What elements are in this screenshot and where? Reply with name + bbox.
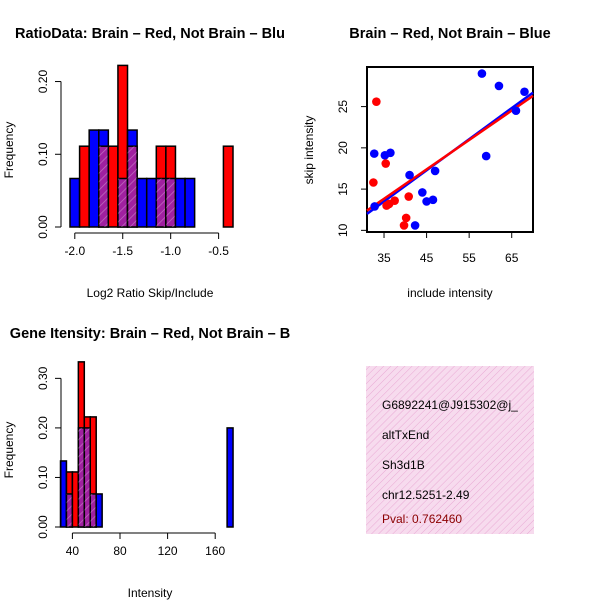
scatter-chart-title: Brain – Red, Not Brain – Blue <box>349 26 550 42</box>
ratio-bar-overlap-hatch-6 <box>127 146 138 227</box>
info-panel: G6892241@J915302@j_ altTxEnd Sh3d1B chr1… <box>366 366 534 534</box>
ratio-y-tick-label-1: 0.10 <box>36 142 50 166</box>
scatter-point-blue-0 <box>369 149 379 158</box>
intensity-y-tick-label-0: 0.00 <box>36 515 50 539</box>
intensity-x-axis-label: Intensity <box>128 586 173 600</box>
ratio-bars <box>69 64 234 228</box>
scatter-point-red-7 <box>399 221 409 230</box>
intensity-x-tick-label-2: 120 <box>158 544 178 558</box>
ratio-y-axis-label: Frequency <box>2 122 16 179</box>
ratio-x-axis-label: Log2 Ratio Skip/Include <box>87 286 214 300</box>
scatter-x-tick-label-3: 65 <box>505 251 519 265</box>
scatter-x-tick-label-2: 55 <box>462 251 476 265</box>
info-location: chr12.5251-2.49 <box>382 488 470 502</box>
ratio-bar-overlap-hatch-9 <box>156 178 166 227</box>
ratio-bar-red-4 <box>107 145 119 228</box>
scatter-plot-box <box>366 66 534 233</box>
ratio-x-tick-label-1: -1.5 <box>112 244 133 258</box>
intensity-x-tick-label-1: 80 <box>113 544 127 558</box>
intensity-bars <box>59 361 234 528</box>
intensity-y-tick-label-3: 0.30 <box>36 366 50 390</box>
ratio-histogram-panel: RatioData: Brain – Red, Not Brain – Blu … <box>2 26 285 300</box>
scatter-point-blue-13 <box>511 106 521 116</box>
scatter-point-blue-10 <box>477 69 487 78</box>
info-pval: Pval: 0.762460 <box>382 512 462 526</box>
info-box-hatch <box>366 366 534 534</box>
scatter-points <box>366 69 534 230</box>
intensity-bar-overlap-hatch-5 <box>90 493 97 527</box>
ratio-axes: -2.0 -1.5 -1.0 -0.5 0.00 0.10 0.20 <box>36 70 229 258</box>
intensity-bar-overlap-hatch-3 <box>78 427 85 527</box>
intensity-bar-blue-28 <box>226 427 234 528</box>
scatter-point-red-2 <box>381 159 391 168</box>
scatter-point-blue-2 <box>386 148 395 158</box>
scatter-y-tick-label-1: 15 <box>336 182 350 196</box>
scatter-x-tick-label-1: 45 <box>420 251 434 265</box>
scatter-y-tick-label-2: 20 <box>336 141 350 155</box>
scatter-y-axis-label: skip intensity <box>302 116 316 185</box>
scatter-point-red-6 <box>401 213 411 223</box>
intensity-x-tick-label-0: 40 <box>66 544 80 558</box>
scatter-x-axis-label: include intensity <box>407 286 492 300</box>
scatter-point-blue-8 <box>428 195 438 205</box>
scatter-point-blue-4 <box>405 170 414 180</box>
ratio-bar-blue-12 <box>184 177 196 228</box>
ratio-x-tick-label-3: -0.5 <box>208 244 229 258</box>
intensity-histogram-panel: Gene Itensity: Brain – Red, Not Brain – … <box>2 326 290 600</box>
ratio-chart-title: RatioData: Brain – Red, Not Brain – Blu <box>15 26 285 42</box>
scatter-y-tick-label-0: 10 <box>336 223 350 237</box>
ratio-bar-red-16 <box>222 145 234 228</box>
ratio-y-tick-label-0: 0.00 <box>36 215 50 239</box>
ratio-bar-blue-8 <box>145 177 158 228</box>
scatter-point-blue-14 <box>520 87 529 97</box>
info-event-id: G6892241@J915302@j_ <box>382 398 518 412</box>
scatter-point-blue-11 <box>481 151 491 161</box>
info-event-type: altTxEnd <box>382 428 429 442</box>
scatter-y-tick-label-3: 25 <box>336 100 350 114</box>
intensity-bar-overlap-hatch-4 <box>84 427 91 527</box>
scatter-point-blue-6 <box>418 188 427 197</box>
scatter-x-tick-label-0: 35 <box>377 251 391 265</box>
ratio-bar-red-1 <box>78 145 90 228</box>
scatter-point-red-8 <box>404 192 414 201</box>
intensity-chart-title: Gene Itensity: Brain – Red, Not Brain – … <box>10 326 290 342</box>
ratio-bar-overlap-hatch-3 <box>98 146 109 227</box>
ratio-x-tick-label-2: -1.0 <box>160 244 181 258</box>
scatter-point-red-1 <box>369 178 378 187</box>
ratio-bar-blue-11 <box>174 177 186 228</box>
scatter-panel: Brain – Red, Not Brain – Blue 35 45 55 65 10… <box>302 26 551 300</box>
ratio-bar-blue-0 <box>69 177 81 228</box>
scatter-point-red-0 <box>372 97 381 106</box>
ratio-bar-blue-7 <box>136 177 148 228</box>
scatter-point-blue-3 <box>370 202 379 211</box>
intensity-y-axis-label: Frequency <box>2 422 16 479</box>
scatter-point-blue-12 <box>494 81 504 91</box>
scatter-axes: 35 45 55 65 10 15 20 25 <box>336 100 519 265</box>
ratio-x-tick-label-0: -2.0 <box>64 244 85 258</box>
intensity-y-tick-label-1: 0.10 <box>36 465 50 489</box>
scatter-fit-line-red <box>366 94 534 212</box>
intensity-bar-overlap-hatch-1 <box>66 493 73 527</box>
ratio-bar-blue-2 <box>88 129 100 228</box>
scatter-point-blue-9 <box>430 166 440 176</box>
intensity-bar-blue-6 <box>95 493 103 528</box>
ratio-bar-overlap-hatch-5 <box>117 178 128 227</box>
scatter-point-red-5 <box>390 196 399 205</box>
intensity-axes: 40 80 120 160 0.00 0.10 0.20 0.30 <box>36 366 226 558</box>
intensity-bar-red-2 <box>71 471 80 528</box>
scatter-point-blue-5 <box>410 221 420 230</box>
info-gene-name: Sh3d1B <box>382 458 425 472</box>
ratio-y-tick-label-2: 0.20 <box>36 70 50 94</box>
intensity-x-tick-label-3: 160 <box>205 544 225 558</box>
ratio-bar-overlap-hatch-10 <box>165 178 176 227</box>
intensity-y-tick-label-2: 0.20 <box>36 416 50 440</box>
